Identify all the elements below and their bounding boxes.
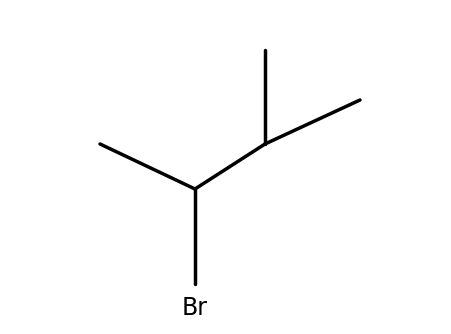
Text: Br: Br — [182, 296, 207, 320]
